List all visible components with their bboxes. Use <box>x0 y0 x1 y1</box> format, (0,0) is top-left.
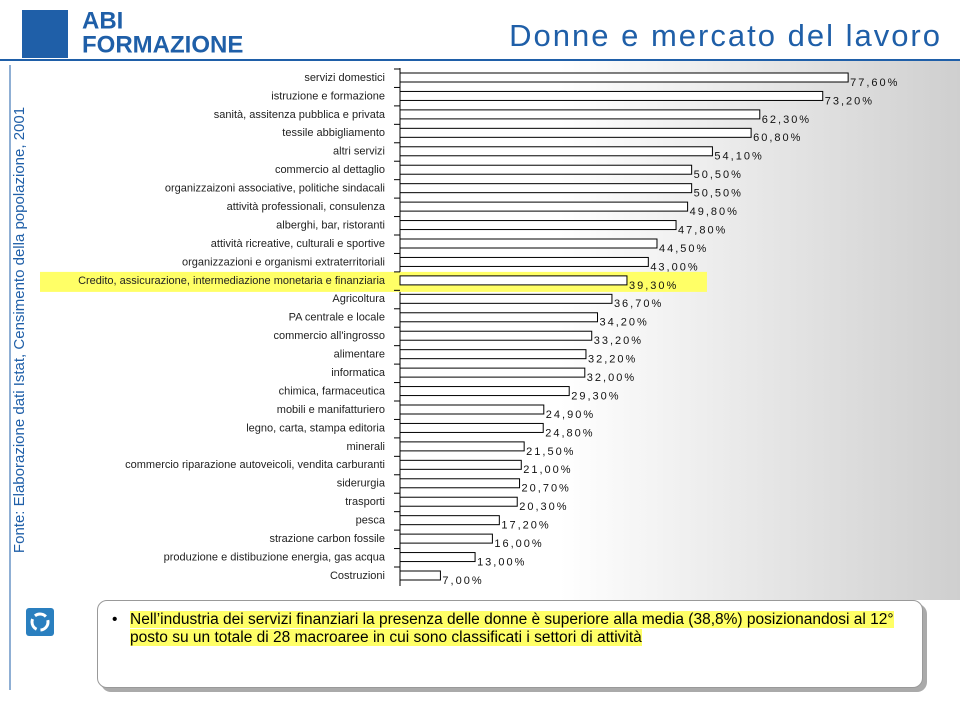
value-label: 73,20% <box>825 95 874 107</box>
bar <box>399 275 628 286</box>
category-label: pesca <box>356 515 386 527</box>
category-label: Agricoltura <box>332 293 385 305</box>
bar <box>399 220 677 231</box>
value-label: 13,00% <box>477 556 526 568</box>
logo-top: ABI <box>82 7 123 34</box>
value-label: 49,80% <box>690 206 739 218</box>
category-label: Costruzioni <box>330 570 385 582</box>
value-label: 50,50% <box>694 188 743 200</box>
bar <box>399 330 593 341</box>
value-label: 16,00% <box>494 538 543 550</box>
bar <box>399 422 544 433</box>
bar <box>399 109 761 120</box>
category-label: attività professionali, consulenza <box>227 201 386 213</box>
bar <box>399 515 500 526</box>
value-label: 50,50% <box>694 169 743 181</box>
category-label: chimica, farmaceutica <box>279 385 386 397</box>
category-label: strazione carbon fossile <box>269 533 385 545</box>
value-label: 33,20% <box>594 335 643 347</box>
bar <box>399 570 441 581</box>
title: Donne e mercato del lavoro <box>509 18 942 53</box>
bar <box>399 238 658 249</box>
category-label: commercio riparazione autoveicoli, vendi… <box>125 459 385 471</box>
category-label: informatica <box>331 367 386 379</box>
bar <box>399 72 849 83</box>
bar <box>399 256 649 267</box>
value-label: 77,60% <box>850 77 899 89</box>
bar <box>399 367 586 378</box>
value-label: 43,00% <box>650 261 699 273</box>
value-label: 20,30% <box>519 501 568 513</box>
value-label: 60,80% <box>753 132 802 144</box>
value-label: 32,00% <box>587 372 636 384</box>
value-label: 39,30% <box>629 280 678 292</box>
category-label: attività ricreative, culturali e sportiv… <box>211 238 385 250</box>
note-text: Nell’industria dei servizi finanziari la… <box>130 611 894 646</box>
category-label: commercio all'ingrosso <box>273 330 385 342</box>
category-label: legno, carta, stampa editoria <box>246 422 386 434</box>
category-label: mobili e manifatturiero <box>277 404 385 416</box>
value-label: 47,80% <box>678 224 727 236</box>
value-label: 21,00% <box>523 464 572 476</box>
category-label: tessile abbigliamento <box>282 127 385 139</box>
value-label: 44,50% <box>659 243 708 255</box>
category-label: minerali <box>346 441 385 453</box>
bar <box>399 496 518 507</box>
value-label: 21,50% <box>526 446 575 458</box>
recycle-icon <box>26 608 54 636</box>
value-label: 7,00% <box>442 575 483 587</box>
value-label: 62,30% <box>762 114 811 126</box>
bar <box>399 349 587 360</box>
value-label: 29,30% <box>571 390 620 402</box>
bar <box>399 164 693 175</box>
bar <box>399 459 522 470</box>
category-label: trasporti <box>345 496 385 508</box>
value-label: 24,90% <box>546 409 595 421</box>
source: Fonte: Elaborazione dati Istat, Censimen… <box>11 107 28 553</box>
category-label: organizzazioni e organismi extraterritor… <box>182 256 385 268</box>
value-label: 17,20% <box>501 520 550 532</box>
logo-bottom: FORMAZIONE <box>82 31 243 58</box>
bar <box>399 478 521 489</box>
bar <box>399 312 599 323</box>
category-label: organizzaizoni associative, politiche si… <box>165 183 385 195</box>
bar <box>399 90 824 101</box>
category-label: PA centrale e locale <box>289 312 385 324</box>
value-label: 34,20% <box>600 317 649 329</box>
bar <box>399 386 570 397</box>
bar <box>399 146 713 157</box>
category-label: altri servizi <box>333 146 385 158</box>
bar <box>399 201 689 212</box>
bar <box>399 183 693 194</box>
bar <box>399 127 752 138</box>
value-label: 54,10% <box>714 151 763 163</box>
category-label: commercio al dettaglio <box>275 164 385 176</box>
logo-mark <box>22 10 68 58</box>
bar <box>399 533 493 544</box>
category-label: alimentare <box>334 349 385 361</box>
category-label: servizi domestici <box>304 72 385 84</box>
category-label: alberghi, bar, ristoranti <box>276 219 385 231</box>
category-label: istruzione e formazione <box>271 90 385 102</box>
value-label: 20,70% <box>522 483 571 495</box>
value-label: 36,70% <box>614 298 663 310</box>
bar <box>399 404 545 415</box>
category-label: sanità, assitenza pubblica e privata <box>214 109 386 121</box>
note-box: Nell’industria dei servizi finanziari la… <box>97 600 923 688</box>
bar <box>399 441 525 452</box>
category-label: Credito, assicurazione, intermediazione … <box>78 275 386 287</box>
category-label: siderurgia <box>337 478 386 490</box>
category-label: produzione e distibuzione energia, gas a… <box>164 551 386 563</box>
value-label: 24,80% <box>545 427 594 439</box>
bar <box>399 552 476 563</box>
value-label: 32,20% <box>588 354 637 366</box>
bar <box>399 293 613 304</box>
